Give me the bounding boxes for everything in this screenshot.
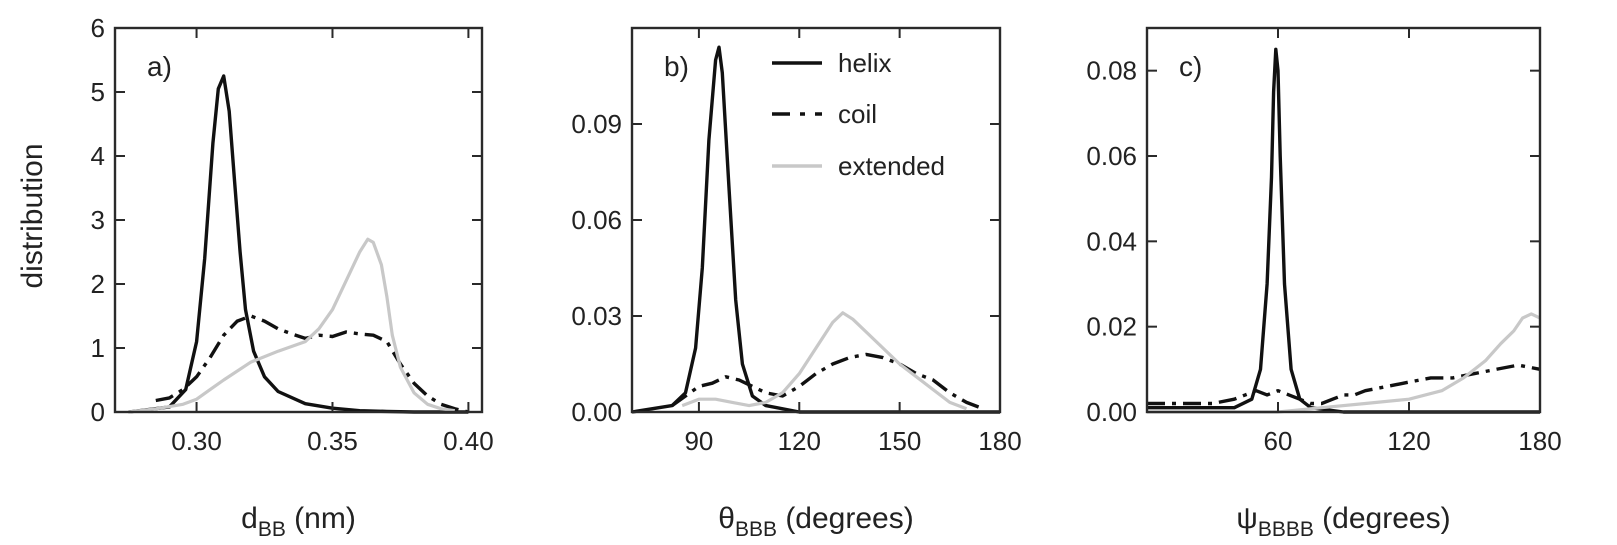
panel-c: 60 120 180 0.00 0.02 0.04 0.06 0.08 c) ψBBBB (deg… [1086, 26, 1562, 541]
series-line-helix [128, 74, 469, 414]
panel-tag: c) [1179, 51, 1202, 82]
x-tick-label: 150 [878, 426, 921, 456]
x-tick-label: 120 [778, 426, 821, 456]
x-tick-label: 0.40 [443, 426, 494, 456]
panel-a: 0.30 0.35 0.40 0 1 2 3 4 5 6 a) dBB (nm) [91, 13, 494, 541]
x-axis-label: θBBB (degrees) [718, 502, 913, 541]
series-line-helix [1147, 47, 1540, 414]
y-tick-label: 3 [91, 205, 105, 235]
x-axis-label-unit: (degrees) [1314, 502, 1451, 535]
y-tick-label: 0.03 [571, 301, 622, 331]
x-axis-label-symbol: ψ [1236, 502, 1257, 535]
x-tick-label: 60 [1264, 426, 1293, 456]
y-tick-label: 6 [91, 13, 105, 43]
series-line-extended [128, 237, 456, 414]
series-line-coil [155, 314, 469, 414]
y-tick-label: 0.09 [571, 109, 622, 139]
y-tick-label: 0 [91, 397, 105, 427]
series-line-coil [1147, 363, 1541, 406]
x-tick-label: 90 [684, 426, 713, 456]
x-axis-label-unit: (degrees) [777, 502, 914, 535]
x-tick-label: 180 [978, 426, 1021, 456]
y-tick-label: 0.02 [1086, 312, 1137, 342]
series-line-extended [1147, 312, 1541, 414]
x-axis-label: ψBBBB (degrees) [1236, 502, 1450, 541]
series-line-extended [681, 311, 968, 411]
x-axis-label-unit: (nm) [286, 502, 356, 535]
x-axis-label-subscript: BBB [735, 518, 777, 541]
x-axis-label-subscript: BB [258, 518, 286, 541]
plot-frame [1145, 26, 1542, 414]
y-tick-label: 0.00 [1086, 397, 1137, 427]
y-tick-label: 1 [91, 333, 105, 363]
x-tick-label: 0.30 [171, 426, 222, 456]
legend-label-extended: extended [838, 151, 945, 181]
x-axis-label-symbol: d [241, 502, 258, 535]
legend-label-coil: coil [838, 99, 877, 129]
y-tick-label: 0.06 [1086, 141, 1137, 171]
legend: helix coil extended [772, 48, 945, 181]
x-axis-label: dBB (nm) [241, 502, 356, 541]
y-tick-label: 0.08 [1086, 56, 1137, 86]
x-tick-label: 180 [1518, 426, 1561, 456]
x-tick-label: 120 [1387, 426, 1430, 456]
y-tick-label: 0.06 [571, 205, 622, 235]
legend-label-helix: helix [838, 48, 891, 78]
plot-frame [113, 26, 484, 414]
x-axis-label-symbol: θ [718, 502, 735, 535]
y-tick-label: 0.04 [1086, 226, 1137, 256]
y-tick-label: 4 [91, 141, 105, 171]
panel-b: 90 120 150 180 0.00 0.03 0.06 0.09 b) θBBB (degre… [571, 26, 1022, 541]
y-tick-label: 2 [91, 269, 105, 299]
y-axis-label: distribution [16, 143, 49, 288]
series-line-helix [631, 45, 1000, 414]
y-tick-label: 5 [91, 77, 105, 107]
x-axis-label-subscript: BBBB [1258, 518, 1314, 541]
plot-frame [630, 26, 1002, 414]
y-tick-label: 0.00 [571, 397, 622, 427]
panel-tag: a) [147, 51, 172, 82]
series-line-coil [671, 352, 984, 411]
panel-tag: b) [664, 51, 689, 82]
x-tick-label: 0.35 [307, 426, 358, 456]
